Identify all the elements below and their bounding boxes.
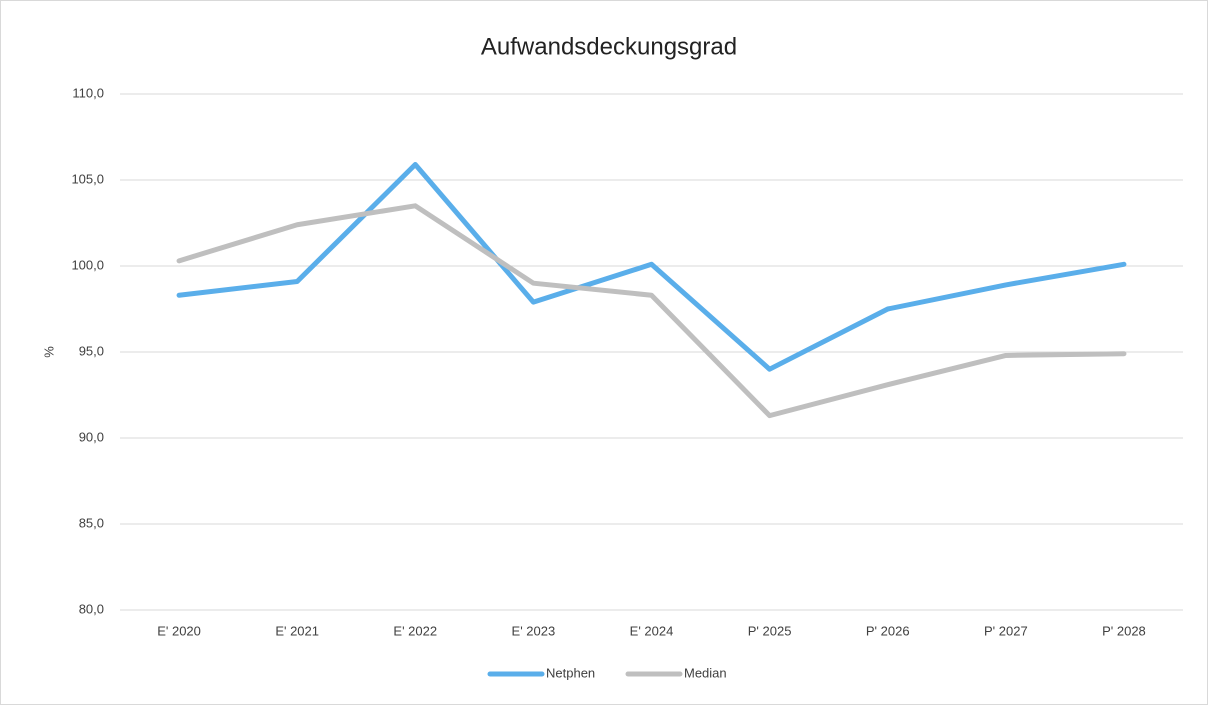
y-tick-label: 95,0 bbox=[79, 343, 104, 358]
y-tick-label: 85,0 bbox=[79, 515, 104, 530]
y-tick-label: 90,0 bbox=[79, 429, 104, 444]
y-tick-label: 80,0 bbox=[79, 601, 104, 616]
x-tick-label: P' 2028 bbox=[1102, 623, 1146, 638]
y-tick-label: 110,0 bbox=[72, 85, 104, 100]
legend-label: Netphen bbox=[546, 665, 595, 680]
x-tick-label: E' 2022 bbox=[393, 623, 437, 638]
x-tick-label: P' 2025 bbox=[748, 623, 792, 638]
x-tick-label: E' 2021 bbox=[275, 623, 319, 638]
data-line bbox=[176, 162, 1127, 372]
data-line bbox=[176, 203, 1127, 419]
y-tick-label: 105,0 bbox=[71, 171, 104, 186]
x-tick-label: P' 2027 bbox=[984, 623, 1028, 638]
y-axis-label: % bbox=[41, 346, 56, 358]
x-tick-label: E' 2023 bbox=[512, 623, 556, 638]
y-tick-label: 100,0 bbox=[71, 257, 104, 272]
x-tick-label: E' 2024 bbox=[630, 623, 674, 638]
chart-title: Aufwandsdeckungsgrad bbox=[481, 33, 737, 60]
x-tick-label: E' 2020 bbox=[157, 623, 201, 638]
x-tick-label: P' 2026 bbox=[866, 623, 910, 638]
legend-label: Median bbox=[684, 665, 727, 680]
